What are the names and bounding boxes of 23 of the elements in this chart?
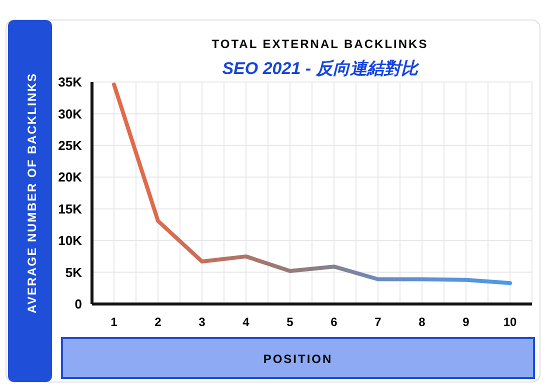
y-tick-label: 5K [65, 264, 83, 280]
y-axis-title: AVERAGE NUMBER OF BACKLINKS [25, 72, 39, 314]
y-tick-label: 20K [58, 170, 83, 185]
y-tick-label: 15K [58, 201, 83, 216]
x-tick-label: 2 [154, 315, 162, 329]
y-tick-label: 35K [58, 74, 83, 90]
line-series [112, 82, 512, 286]
y-tick-label: 10K [58, 233, 83, 248]
y-tick-label: 25K [58, 138, 83, 153]
chart-subtitle: SEO 2021 - 反向連結對比 [222, 59, 420, 78]
x-tick-label: 9 [462, 315, 470, 329]
x-tick-label: 10 [503, 315, 517, 329]
x-tick-label: 1 [110, 315, 118, 329]
x-tick-label: 4 [242, 315, 250, 329]
y-tick-label: 30K [58, 106, 83, 122]
x-tick-label: 3 [198, 315, 206, 329]
x-tick-label: 5 [286, 315, 294, 329]
y-tick-label: 0 [74, 296, 82, 312]
x-tick-label: 6 [330, 315, 338, 329]
chart-title: TOTAL EXTERNAL BACKLINKS [212, 37, 428, 51]
x-tick-label: 8 [418, 315, 426, 329]
x-axis-title: POSITION [263, 352, 333, 366]
x-tick-label: 7 [374, 315, 382, 329]
